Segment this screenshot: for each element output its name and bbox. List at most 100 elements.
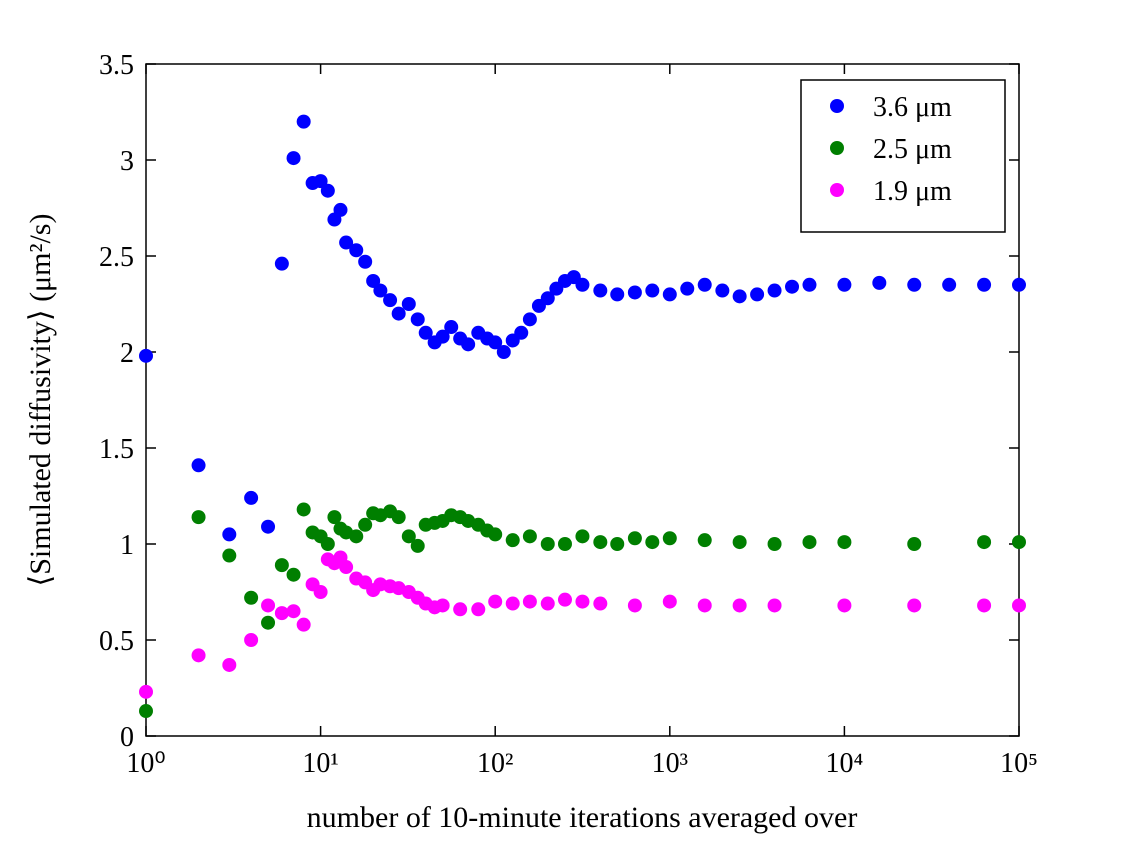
point [977, 277, 992, 292]
point [296, 114, 311, 129]
point [505, 596, 520, 611]
point [575, 529, 590, 544]
point [907, 598, 922, 613]
point [540, 596, 555, 611]
y-tick-label: 3.5 [99, 50, 134, 81]
point [286, 604, 301, 619]
legend-marker [830, 99, 844, 113]
point [320, 537, 335, 551]
point [333, 202, 348, 217]
point [750, 287, 765, 302]
y-tick-label: 0.5 [99, 626, 134, 657]
point [339, 560, 354, 575]
point [410, 538, 425, 553]
point [444, 320, 459, 335]
point [697, 533, 712, 548]
point [401, 529, 416, 544]
point [732, 598, 747, 613]
point [139, 684, 153, 699]
point [349, 529, 364, 544]
point [662, 531, 677, 546]
x-axis-label: number of 10-minute iterations averaged … [307, 801, 858, 834]
point [522, 312, 537, 327]
point [662, 287, 677, 302]
plot-frame [145, 63, 1020, 737]
point [697, 598, 712, 613]
point [286, 567, 301, 582]
point [610, 287, 625, 302]
point [767, 598, 782, 613]
point [732, 535, 747, 550]
point [274, 558, 289, 573]
legend-marker [830, 183, 844, 197]
point [802, 535, 817, 550]
point [274, 606, 289, 621]
point [557, 592, 572, 607]
point [732, 289, 747, 304]
point [391, 306, 406, 321]
point [505, 533, 520, 548]
point [593, 596, 608, 611]
point [453, 602, 468, 617]
point [358, 254, 373, 269]
point [627, 598, 642, 613]
point [627, 531, 642, 546]
point [401, 297, 416, 311]
x-tick-label: 10⁴ [826, 748, 864, 779]
point [373, 283, 388, 298]
x-tick-label: 10³ [652, 748, 688, 779]
point [222, 527, 237, 542]
point [1012, 277, 1026, 292]
point [488, 527, 503, 542]
point [593, 535, 608, 550]
point [837, 277, 852, 292]
point [339, 235, 354, 250]
point [313, 174, 328, 189]
point [191, 510, 206, 525]
series [139, 114, 1026, 542]
point [383, 293, 398, 308]
point [540, 537, 555, 551]
point [514, 325, 529, 340]
y-tick-label: 2.5 [99, 242, 134, 273]
point [575, 594, 590, 609]
point [977, 598, 992, 613]
y-tick-label: 2 [120, 338, 134, 369]
point [680, 281, 695, 296]
point [191, 458, 206, 473]
point [1012, 535, 1026, 550]
point [244, 590, 259, 605]
point [261, 615, 276, 630]
point [540, 291, 555, 306]
point [139, 348, 153, 363]
point [645, 283, 660, 298]
legend-label: 1.9 μm [873, 176, 952, 207]
point [261, 519, 276, 534]
point [767, 537, 782, 551]
point [522, 594, 537, 609]
point [139, 704, 153, 719]
point [557, 537, 572, 551]
point [593, 283, 608, 298]
point [977, 535, 992, 550]
point [496, 345, 511, 359]
point [907, 537, 922, 551]
point [837, 598, 852, 613]
point [435, 598, 450, 613]
point [435, 329, 450, 344]
legend-label: 3.6 μm [873, 92, 952, 123]
point [645, 535, 660, 550]
point [296, 502, 311, 517]
x-tick-label: 10¹ [302, 748, 338, 779]
point [274, 256, 289, 271]
point [715, 283, 730, 298]
point [327, 510, 342, 525]
x-tick-label: 10² [477, 748, 513, 779]
legend-marker [830, 141, 844, 155]
point [461, 337, 476, 352]
point [222, 548, 237, 563]
point [488, 335, 503, 350]
y-axis-label: ⟨Simulated diffusivity⟩ (μm²/s) [24, 214, 57, 587]
point [244, 633, 259, 647]
point [488, 594, 503, 609]
